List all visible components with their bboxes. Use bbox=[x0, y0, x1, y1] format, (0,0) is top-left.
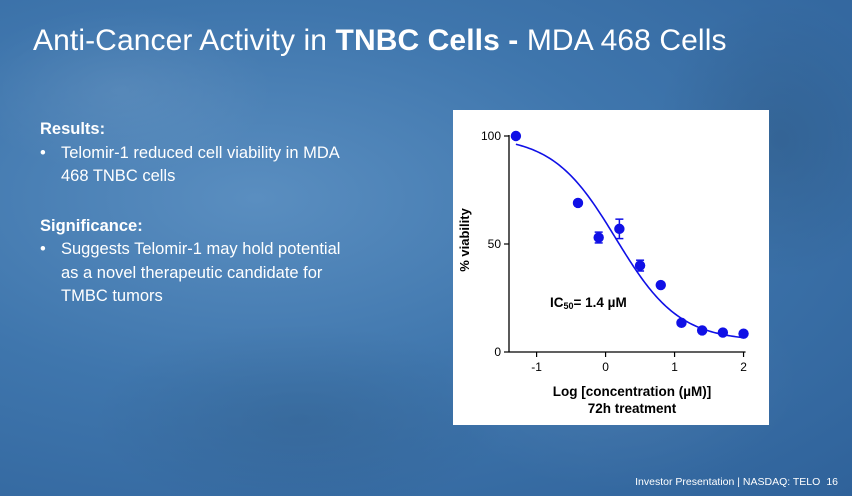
title-bold: TNBC Cells - bbox=[335, 24, 527, 57]
x-tick-label: 1 bbox=[671, 360, 678, 374]
significance-heading: Significance: bbox=[40, 216, 143, 235]
results-list: Telomir-1 reduced cell viability in MDA … bbox=[40, 142, 360, 189]
results-bullet: Telomir-1 reduced cell viability in MDA … bbox=[40, 142, 360, 189]
x-tick-label: -1 bbox=[531, 360, 542, 374]
footer-text: Investor Presentation | NASDAQ: TELO bbox=[635, 476, 821, 488]
y-axis-label: % viability bbox=[457, 207, 472, 271]
significance-bullet: Suggests Telomir-1 may hold potential as… bbox=[40, 238, 360, 309]
chart-svg: 0 50 100 -1 0 1 2 % viability IC50= 1.4 µM Log… bbox=[457, 129, 749, 416]
page-number: 16 bbox=[826, 476, 838, 488]
results-heading: Results: bbox=[40, 120, 106, 138]
y-tick-label: 100 bbox=[481, 129, 501, 143]
data-point bbox=[738, 328, 749, 339]
data-point bbox=[510, 130, 522, 142]
x-tick-label: 0 bbox=[602, 360, 609, 374]
data-point bbox=[655, 279, 666, 291]
y-tick-label: 50 bbox=[488, 237, 502, 251]
data-point bbox=[593, 232, 604, 243]
results-section: Results: Telomir-1 reduced cell viabilit… bbox=[40, 118, 360, 189]
data-point bbox=[696, 325, 708, 336]
x-tick-label: 2 bbox=[740, 360, 747, 374]
title-prefix: Anti-Cancer Activity in bbox=[33, 24, 336, 57]
data-point bbox=[676, 317, 687, 329]
viability-chart: 0 50 100 -1 0 1 2 % viability IC50= 1.4 µM Log… bbox=[453, 110, 769, 425]
x-axis-label-line2: 72h treatment bbox=[588, 401, 677, 416]
y-tick-label: 0 bbox=[494, 345, 501, 359]
x-axis-label: Log [concentration (µM)] bbox=[553, 384, 712, 399]
text-panel: Results: Telomir-1 reduced cell viabilit… bbox=[40, 118, 360, 309]
data-point bbox=[717, 327, 729, 338]
data-point bbox=[572, 197, 584, 209]
data-point bbox=[614, 223, 625, 235]
title-suffix: MDA 468 Cells bbox=[526, 24, 727, 57]
data-point bbox=[634, 260, 646, 271]
slide-title: Anti-Cancer Activity in TNBC Cells - MDA… bbox=[33, 24, 727, 58]
significance-section: Significance: Suggests Telomir-1 may hol… bbox=[40, 215, 360, 309]
footer: Investor Presentation | NASDAQ: TELO 16 bbox=[635, 476, 838, 488]
ic50-annotation: IC50= 1.4 µM bbox=[550, 295, 627, 311]
significance-list: Suggests Telomir-1 may hold potential as… bbox=[40, 238, 360, 309]
